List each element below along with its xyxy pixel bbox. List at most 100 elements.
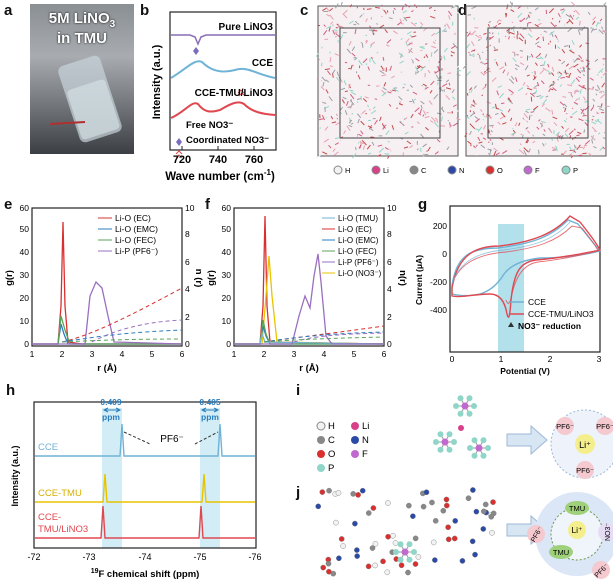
atom-legend-dot xyxy=(409,165,419,175)
md-bond xyxy=(468,91,471,94)
cluster-atom xyxy=(336,555,342,562)
md-bond xyxy=(374,98,378,100)
md-bond xyxy=(478,55,481,60)
md-bond xyxy=(328,96,333,102)
f-legend-no3: Li-O (NO3⁻) xyxy=(338,269,382,278)
md-bond xyxy=(534,23,539,28)
md-bond xyxy=(523,150,527,156)
panel-j-label: j xyxy=(296,484,301,501)
md-bond xyxy=(551,138,553,142)
md-bond xyxy=(471,41,475,47)
cluster-atom xyxy=(340,543,346,549)
md-bond xyxy=(470,49,476,53)
md-bond xyxy=(536,126,540,130)
md-bond xyxy=(576,72,581,78)
md-bond xyxy=(449,122,451,127)
md-bond xyxy=(430,80,435,86)
md-bond xyxy=(570,93,574,98)
md-bond xyxy=(475,118,481,123)
md-bond xyxy=(514,76,517,79)
atom-legend-label: N xyxy=(459,166,464,175)
panel-e: Li-O (EC) Li-O (EMC) Li-O (FEC) Li-P (PF… xyxy=(0,196,204,376)
molecule-atom xyxy=(457,410,464,417)
cluster-atom xyxy=(445,536,452,543)
md-bond xyxy=(535,41,540,45)
md-bond xyxy=(447,72,452,74)
md-bond xyxy=(370,29,375,35)
md-bond xyxy=(568,72,572,78)
md-bond xyxy=(365,40,369,44)
md-bond xyxy=(412,55,416,60)
svg-text:2: 2 xyxy=(387,312,392,322)
md-bond xyxy=(595,111,599,114)
md-bond xyxy=(350,122,354,125)
md-bond xyxy=(561,60,566,65)
md-bond xyxy=(435,127,438,134)
md-bond xyxy=(450,51,455,54)
md-bond xyxy=(326,70,331,76)
panel-d-label: d xyxy=(458,2,468,19)
cluster-atom xyxy=(372,540,379,547)
cluster-atom xyxy=(420,503,427,510)
md-bond xyxy=(525,127,528,129)
md-bond xyxy=(526,84,530,88)
md-bond xyxy=(402,86,405,89)
md-bond xyxy=(559,130,565,133)
md-bond xyxy=(582,124,587,128)
md-bond xyxy=(322,82,325,87)
md-bond xyxy=(571,40,575,46)
md-bond xyxy=(466,93,469,96)
md-bond xyxy=(350,91,357,96)
md-bond xyxy=(477,38,481,41)
md-bond xyxy=(554,34,558,39)
md-bond xyxy=(590,135,596,141)
cluster-atom xyxy=(459,558,466,564)
md-bond xyxy=(535,54,540,59)
md-bond xyxy=(582,146,586,150)
md-bond xyxy=(557,74,562,79)
md-bond xyxy=(359,17,362,21)
svg-text:3: 3 xyxy=(90,349,95,359)
li-atom xyxy=(458,425,464,431)
g-frame xyxy=(449,205,601,353)
svg-text:10: 10 xyxy=(185,203,195,213)
md-bond xyxy=(472,100,478,105)
md-bond xyxy=(326,25,332,29)
md-bond xyxy=(562,150,567,156)
md-bond xyxy=(564,69,567,75)
h-shift-arrow-1 xyxy=(102,407,122,413)
md-bond xyxy=(456,73,461,76)
h-shift-1: 0.409 xyxy=(100,397,122,407)
cluster-atom xyxy=(384,569,391,576)
md-bond xyxy=(488,70,492,73)
molecule-atom xyxy=(457,395,464,402)
md-bond xyxy=(542,133,546,137)
md-bond xyxy=(425,54,429,58)
md-bond xyxy=(433,49,439,54)
md-bond xyxy=(371,36,374,41)
md-bond xyxy=(578,20,581,26)
md-bond xyxy=(351,46,356,52)
md-bond xyxy=(376,148,381,150)
md-bond xyxy=(530,53,534,58)
md-bond xyxy=(424,86,429,90)
md-bond xyxy=(381,7,386,12)
md-bond xyxy=(452,43,458,49)
md-bond xyxy=(416,121,420,125)
md-bond xyxy=(560,134,564,140)
md-bond xyxy=(589,20,592,23)
md-bond xyxy=(512,57,517,63)
md-bond xyxy=(565,13,571,18)
md-bond xyxy=(507,98,513,105)
svg-text:O: O xyxy=(328,449,335,460)
md-bond xyxy=(537,112,542,118)
md-bond xyxy=(517,12,523,19)
md-bond xyxy=(445,87,452,90)
svg-text:4: 4 xyxy=(387,284,392,294)
md-bond xyxy=(550,88,554,91)
md-bond xyxy=(580,70,584,73)
md-bond xyxy=(425,43,428,45)
h-shift-2: 0.405 xyxy=(199,397,221,407)
md-bond xyxy=(421,92,426,96)
svg-text:50: 50 xyxy=(20,224,30,234)
